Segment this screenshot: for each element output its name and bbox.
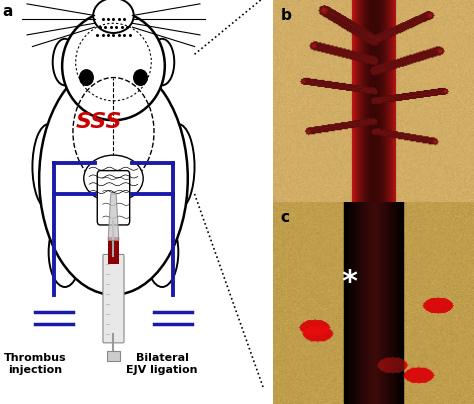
Ellipse shape: [162, 124, 194, 209]
Text: a: a: [3, 4, 13, 19]
Bar: [107, 351, 120, 361]
Ellipse shape: [39, 62, 188, 295]
Text: Thrombus
injection: Thrombus injection: [4, 353, 66, 375]
Ellipse shape: [49, 217, 81, 287]
FancyBboxPatch shape: [97, 170, 130, 225]
FancyBboxPatch shape: [103, 255, 124, 343]
Ellipse shape: [84, 155, 143, 202]
Ellipse shape: [32, 124, 65, 209]
Text: c: c: [281, 210, 290, 225]
Bar: [108, 237, 119, 264]
Text: SSS: SSS: [76, 112, 122, 132]
Ellipse shape: [62, 12, 165, 120]
Ellipse shape: [93, 0, 134, 33]
Ellipse shape: [53, 39, 77, 85]
Text: b: b: [281, 8, 292, 23]
Ellipse shape: [134, 70, 147, 85]
Ellipse shape: [146, 217, 178, 287]
Ellipse shape: [150, 39, 174, 85]
Text: *: *: [341, 268, 357, 297]
Ellipse shape: [80, 70, 93, 85]
Polygon shape: [108, 194, 119, 240]
Text: Bilateral
EJV ligation: Bilateral EJV ligation: [127, 353, 198, 375]
